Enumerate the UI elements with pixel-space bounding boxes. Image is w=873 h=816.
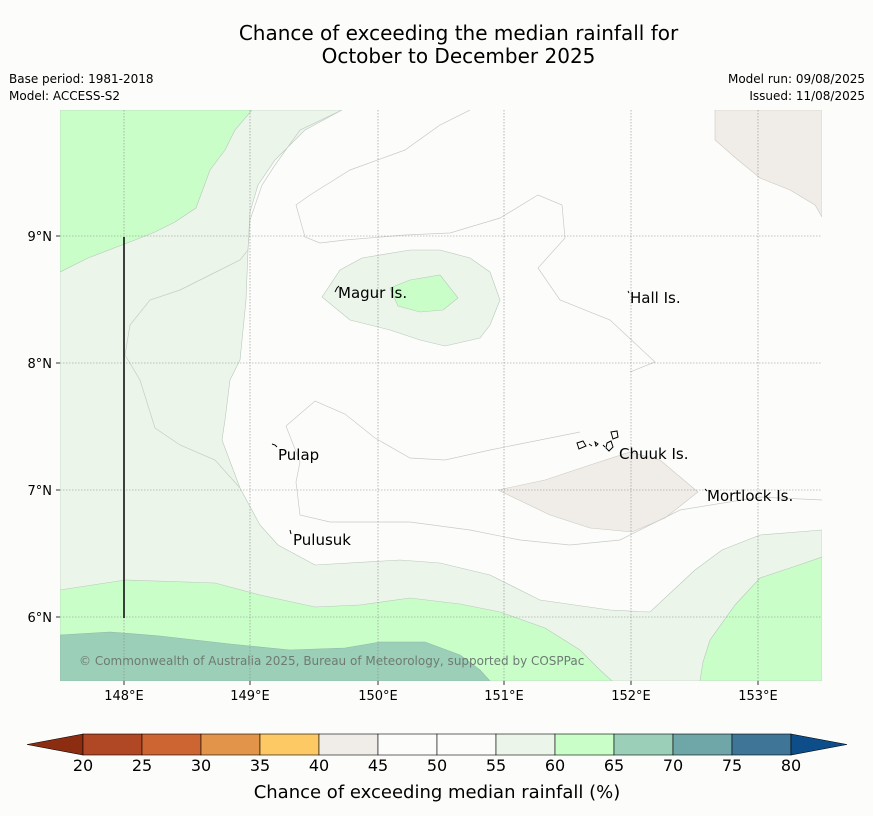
cb-tick-label: 80 <box>781 756 801 775</box>
contour-60-65-southeast <box>699 556 822 681</box>
place-pulap: Pulap <box>278 446 319 464</box>
cb-tick-label: 20 <box>73 756 93 775</box>
cb-tick-label: 55 <box>486 756 506 775</box>
cb-tick-label: 65 <box>604 756 624 775</box>
colorbar-segment <box>731 733 792 756</box>
base-period: Base period: 1981-2018 <box>9 72 154 86</box>
colorbar-segment <box>672 733 733 756</box>
cb-tick-label: 30 <box>191 756 211 775</box>
islands <box>271 285 708 535</box>
contour-40-45-chuuk <box>497 451 699 533</box>
title-line-1: Chance of exceeding the median rainfall … <box>238 21 679 45</box>
lon-label-153e: 153°E <box>738 689 778 704</box>
lat-label-6n: 6°N <box>28 611 53 626</box>
contour-65-70-south <box>60 631 491 681</box>
copyright-notice: © Commonwealth of Australia 2025, Bureau… <box>79 654 584 668</box>
lon-label-148e: 148°E <box>104 689 144 704</box>
place-hall: Hall Is. <box>630 289 681 307</box>
colorbar-title: Chance of exceeding median rainfall (%) <box>254 782 621 803</box>
lon-label-152e: 152°E <box>611 689 651 704</box>
colorbar-segment <box>554 733 615 756</box>
colorbar <box>26 733 848 756</box>
colorbar-segment <box>259 733 320 756</box>
colorbar-segment <box>495 733 556 756</box>
contour-line-50-south <box>285 400 581 461</box>
place-magur: Magur Is. <box>338 284 407 302</box>
cb-tick-label: 45 <box>368 756 388 775</box>
issued-date: Issued: 11/08/2025 <box>749 89 865 103</box>
colorbar-under-arrow <box>26 733 84 756</box>
colorbar-labels: 20 25 30 35 40 45 50 55 60 65 70 75 80 <box>73 756 801 775</box>
lon-labels: 148°E 149°E 150°E 151°E 152°E 153°E <box>104 689 778 704</box>
contour-magur-60-65 <box>389 274 459 313</box>
contour-40-45-northeast <box>714 110 822 218</box>
colorbar-segment <box>613 733 674 756</box>
chuuk-island-shapes <box>576 430 619 452</box>
magur-island-shape <box>334 285 340 293</box>
mortlock-island-shape <box>704 488 708 492</box>
contour-line-50-north <box>295 110 656 373</box>
lon-label-149e: 149°E <box>230 689 270 704</box>
place-labels: Magur Is. Hall Is. Pulap Chuuk Is. Mortl… <box>278 284 793 549</box>
hall-island-shape <box>627 290 630 294</box>
meta-right: Model run: 09/08/2025 Issued: 11/08/2025 <box>728 71 865 105</box>
lat-label-8n: 8°N <box>28 357 53 372</box>
colorbar-segment <box>318 733 379 756</box>
contour-fills <box>60 110 822 681</box>
lon-label-151e: 151°E <box>484 689 524 704</box>
lon-label-150e: 150°E <box>358 689 398 704</box>
model-name: Model: ACCESS-S2 <box>9 89 121 103</box>
pulusuk-island-shape <box>289 529 292 535</box>
cb-tick-label: 40 <box>309 756 329 775</box>
contour-55-60-west <box>60 110 822 681</box>
title-line-2: October to December 2025 <box>321 44 596 68</box>
colorbar-segment <box>141 733 202 756</box>
colorbar-segment <box>436 733 497 756</box>
lat-label-9n: 9°N <box>28 230 53 245</box>
axis-ticks <box>56 235 759 685</box>
pulap-island-shape <box>271 443 278 448</box>
colorbar-segment <box>82 733 143 756</box>
contour-line-west <box>124 110 343 489</box>
cb-tick-label: 60 <box>545 756 565 775</box>
cb-tick-label: 70 <box>663 756 683 775</box>
place-chuuk: Chuuk Is. <box>619 445 688 463</box>
place-pulusuk: Pulusuk <box>293 531 351 549</box>
place-mortlock: Mortlock Is. <box>707 487 793 505</box>
cb-tick-label: 35 <box>250 756 270 775</box>
contour-60-65-west <box>60 110 253 273</box>
meta-left: Base period: 1981-2018 Model: ACCESS-S2 <box>9 71 154 105</box>
colorbar-segment <box>200 733 261 756</box>
colorbar-over-arrow <box>790 733 848 756</box>
model-run: Model run: 09/08/2025 <box>727 72 865 86</box>
cb-tick-label: 25 <box>132 756 152 775</box>
contour-line-50-southwest <box>285 425 822 546</box>
cb-tick-label: 50 <box>427 756 447 775</box>
map-title: Chance of exceeding the median rainfall … <box>0 22 873 68</box>
cb-tick-label: 75 <box>722 756 742 775</box>
colorbar-segment <box>377 733 438 756</box>
lat-labels: 9°N 8°N 7°N 6°N <box>28 230 53 626</box>
lat-label-7n: 7°N <box>28 484 53 499</box>
